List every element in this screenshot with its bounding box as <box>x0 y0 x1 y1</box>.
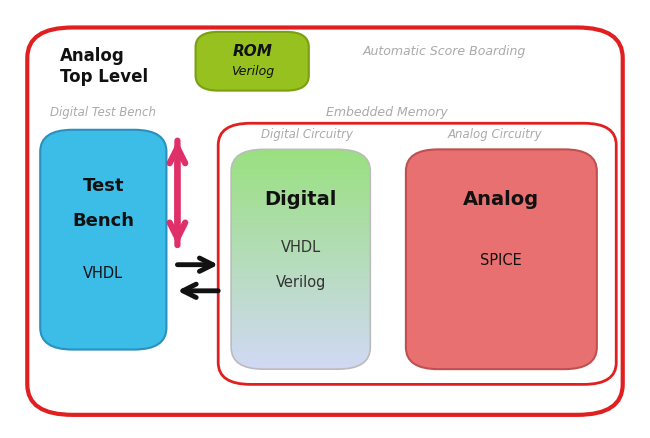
Text: Bench: Bench <box>72 212 135 230</box>
FancyBboxPatch shape <box>196 32 309 91</box>
Text: ROM: ROM <box>232 44 272 59</box>
Text: Digital Test Bench: Digital Test Bench <box>50 106 156 119</box>
Text: Verilog: Verilog <box>276 275 326 290</box>
FancyBboxPatch shape <box>406 149 597 369</box>
Text: Analog
Top Level: Analog Top Level <box>60 47 148 86</box>
Text: Analog Circuitry: Analog Circuitry <box>447 127 542 141</box>
FancyBboxPatch shape <box>218 123 616 385</box>
Text: Automatic Score Boarding: Automatic Score Boarding <box>363 45 526 58</box>
FancyBboxPatch shape <box>27 28 623 415</box>
Text: Test: Test <box>83 177 124 195</box>
Text: Digital Circuitry: Digital Circuitry <box>261 127 353 141</box>
Text: SPICE: SPICE <box>480 253 522 268</box>
Text: Embedded Memory: Embedded Memory <box>326 106 447 119</box>
FancyBboxPatch shape <box>40 130 166 350</box>
Text: Digital: Digital <box>265 190 337 209</box>
Text: VHDL: VHDL <box>281 240 321 255</box>
Text: Verilog: Verilog <box>231 65 274 78</box>
Text: VHDL: VHDL <box>83 266 124 281</box>
Text: Analog: Analog <box>463 190 540 209</box>
